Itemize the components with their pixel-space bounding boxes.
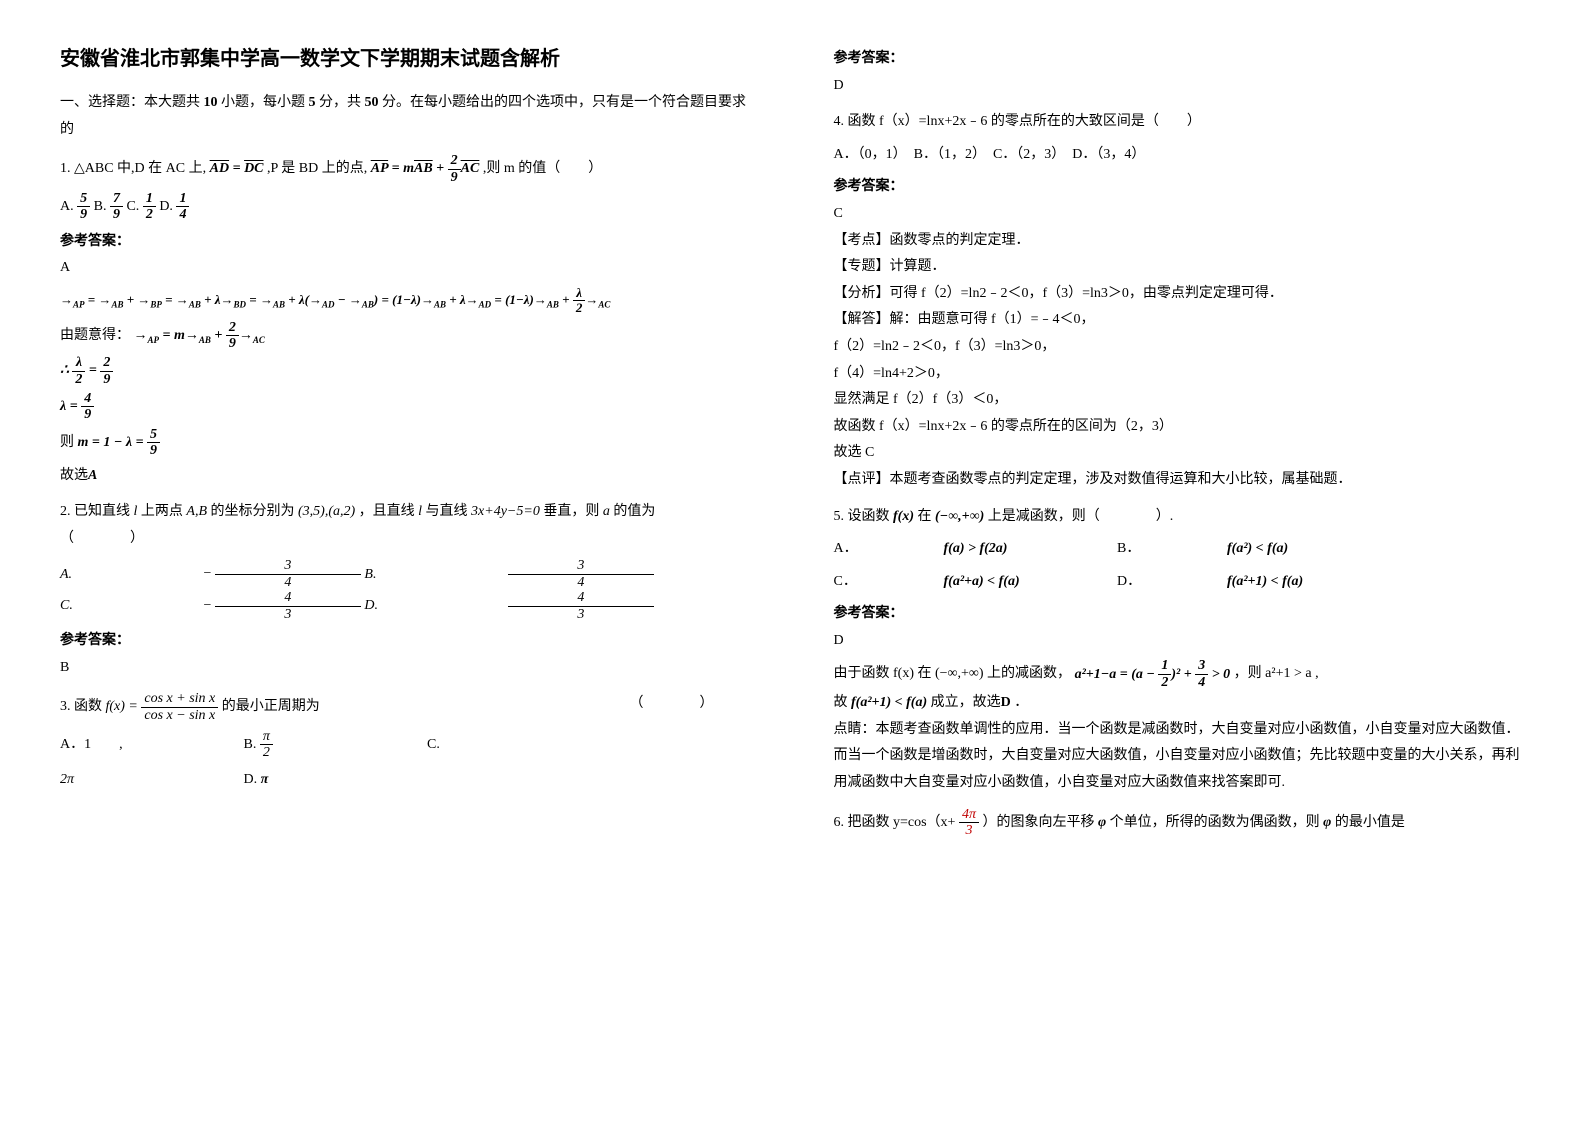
- q2-oD: D.: [364, 593, 504, 620]
- q1-work-end: 则 m = 1 − λ = 59: [60, 427, 754, 459]
- q1-oA-pre: A.: [60, 199, 77, 214]
- q1-answer: A: [60, 255, 754, 282]
- q3-o2pi: 2π: [60, 767, 240, 794]
- q5-e1: 由于函数 f(x) 在 (−∞,+∞) 上的减函数， a²+1−a = (a −…: [834, 658, 1528, 690]
- q3-answer: D: [834, 73, 1528, 100]
- q5-e3: 点睛：本题考查函数单调性的应用．当一个函数是减函数时，大自变量对应小函数值，小自…: [834, 717, 1528, 797]
- q4-l9: 故选 C: [834, 440, 1528, 467]
- q1-stem-c: ,则 m 的值（ ）: [483, 161, 602, 176]
- q1-work-line1: →AP = →AB + →BP = →AB + λ→BD = →AB + λ(→…: [60, 286, 754, 316]
- q5-e1-formula: a²+1−a = (a − 12)² + 34 > 0: [1075, 667, 1231, 682]
- q5-oA: A．: [834, 536, 944, 563]
- q4-l1: 【考点】函数零点的判定定理．: [834, 228, 1528, 255]
- q4-l7: 显然满足 f（2）f（3）＜0，: [834, 387, 1528, 414]
- q3-oA: A．1 ,: [60, 732, 240, 759]
- q2-oB: B.: [364, 562, 504, 589]
- q1-stem-b: ,P 是 BD 上的点,: [267, 161, 367, 176]
- q5-options-r2: C．f(a²+a) < f(a) D．f(a²+1) < f(a): [834, 569, 1528, 596]
- q3-stem-a: 3. 函数: [60, 699, 106, 714]
- q3-oB: B.: [244, 737, 260, 752]
- section-1-text: 一、选择题：本大题共 10 小题，每小题 5 分，共 50 分。在每小题给出的四…: [60, 95, 746, 137]
- q3-options-row1: A．1 , B. π2 C.: [60, 729, 754, 761]
- q4-l6: f（4）=ln4+2＞0，: [834, 361, 1528, 388]
- q4-l4: 【解答】解：由题意可得 f（1）=﹣4＜0，: [834, 307, 1528, 334]
- q3-formula: f(x) = cos x + sin xcos x − sin x: [106, 699, 219, 714]
- question-5: 5. 设函数 f(x) 在 (−∞,+∞) 上是减函数，则（ ）.: [834, 504, 1528, 531]
- q1-work-line4: λ = 49: [60, 391, 754, 423]
- q3-paren: （ ）: [630, 691, 714, 718]
- q1-end-text: 则: [60, 435, 74, 450]
- q1-formula-2: AP = mAB + 29AC: [371, 161, 483, 176]
- q4-l3: 【分析】可得 f（2）=ln2﹣2＜0，f（3）=ln3＞0，由零点判定定理可得…: [834, 281, 1528, 308]
- q5-answer: D: [834, 628, 1528, 655]
- q3-oD-val: π: [261, 772, 269, 787]
- question-1: 1. △ABC 中,D 在 AC 上, AD = DC ,P 是 BD 上的点,…: [60, 153, 754, 185]
- q5-answer-label: 参考答案：: [834, 601, 1528, 628]
- section-1-head: 一、选择题：本大题共 10 小题，每小题 5 分，共 50 分。在每小题给出的四…: [60, 90, 754, 143]
- q2-answer: B: [60, 655, 754, 682]
- question-4: 4. 函数 f（x）=lnx+2x﹣6 的零点所在的大致区间是（ ）: [834, 109, 1528, 136]
- q4-l5: f（2）=ln2﹣2＜0，f（3）=ln3＞0，: [834, 334, 1528, 361]
- q4-l8: 故函数 f（x）=lnx+2x﹣6 的零点所在的区间为（2，3）: [834, 414, 1528, 441]
- q6-stem-b: ）的图象向左平移 φ 个单位，所得的函数为偶函数，则 φ 的最小值是: [982, 815, 1404, 830]
- q2-oC: C.: [60, 593, 200, 620]
- q2-answer-label: 参考答案：: [60, 628, 754, 655]
- q3-stem-b: 的最小正周期为: [222, 699, 320, 714]
- q3-oD: D.: [244, 772, 261, 787]
- q1-answer-label: 参考答案：: [60, 229, 754, 256]
- q1-work-line2: →AP = m→AB + 29→AC: [134, 328, 265, 343]
- q3-options-row2: 2π D. π: [60, 767, 754, 794]
- q5-oB-v: f(a²) < f(a): [1227, 536, 1337, 563]
- question-6: 6. 把函数 y=cos（x+ 4π3 ）的图象向左平移 φ 个单位，所得的函数…: [834, 807, 1528, 839]
- q5-stem: 5. 设函数 f(x) 在 (−∞,+∞) 上是减函数，则（ ）.: [834, 509, 1174, 524]
- q5-options-r1: A．f(a) > f(2a) B．f(a²) < f(a): [834, 536, 1528, 563]
- q1-oB-pre: B.: [94, 199, 110, 214]
- q1-options: A. 59 B. 79 C. 12 D. 14: [60, 191, 754, 223]
- q3-oC: C.: [427, 737, 440, 752]
- q1-formula-1: AD = DC: [210, 161, 267, 176]
- q5-oA-v: f(a) > f(2a): [944, 536, 1054, 563]
- q6-stem-a: 6. 把函数 y=cos（x+: [834, 815, 959, 830]
- q5-e1a: 由于函数 f(x) 在 (−∞,+∞) 上的减函数，: [834, 667, 1072, 682]
- q1-oD-pre: D.: [159, 199, 176, 214]
- q5-oC-v: f(a²+a) < f(a): [944, 569, 1054, 596]
- q2-oA: A.: [60, 562, 200, 589]
- q5-oD-v: f(a²+1) < f(a): [1227, 569, 1337, 596]
- q5-oD: D．: [1117, 569, 1227, 596]
- q6-frac: 4π3: [959, 807, 979, 839]
- q1-work-intro: 由题意得： →AP = m→AB + 29→AC: [60, 320, 754, 352]
- q2-stem: 2. 已知直线 l 上两点 A,B 的坐标分别为 (3,5),(a,2) ，且直…: [60, 504, 655, 519]
- q5-e1c: ，则 a²+1 > a ,: [1234, 667, 1319, 682]
- q1-work-line5: m = 1 − λ = 59: [78, 435, 161, 450]
- question-2: 2. 已知直线 l 上两点 A,B 的坐标分别为 (3,5),(a,2) ，且直…: [60, 499, 754, 552]
- q3-answer-label: 参考答案：: [834, 46, 1528, 73]
- q2-options: A. − 34 B. 34 C. − 43 D. 43: [60, 558, 754, 622]
- q4-answer: C: [834, 201, 1528, 228]
- q1-stem-a: 1. △ABC 中,D 在 AC 上,: [60, 161, 206, 176]
- q4-options: A．（0，1） B．（1，2） C．（2，3） D．（3，4）: [834, 142, 1528, 169]
- q1-intro-text: 由题意得：: [60, 328, 130, 343]
- q5-oB: B．: [1117, 536, 1227, 563]
- q1-work-line3: ∴ λ2 = 29: [60, 355, 754, 387]
- q5-e2: 故 f(a²+1) < f(a) 成立，故选D ．: [834, 690, 1528, 717]
- q4-l2: 【专题】计算题．: [834, 254, 1528, 281]
- page-title: 安徽省淮北市郭集中学高一数学文下学期期末试题含解析: [60, 40, 754, 78]
- q5-oC: C．: [834, 569, 944, 596]
- q1-oC-pre: C.: [126, 199, 142, 214]
- q4-l10: 【点评】本题考查函数零点的判定定理，涉及对数值得运算和大小比较，属基础题．: [834, 467, 1528, 494]
- q4-answer-label: 参考答案：: [834, 174, 1528, 201]
- question-3: 3. 函数 f(x) = cos x + sin xcos x − sin x …: [60, 691, 754, 723]
- q1-pick: 故选A: [60, 463, 754, 490]
